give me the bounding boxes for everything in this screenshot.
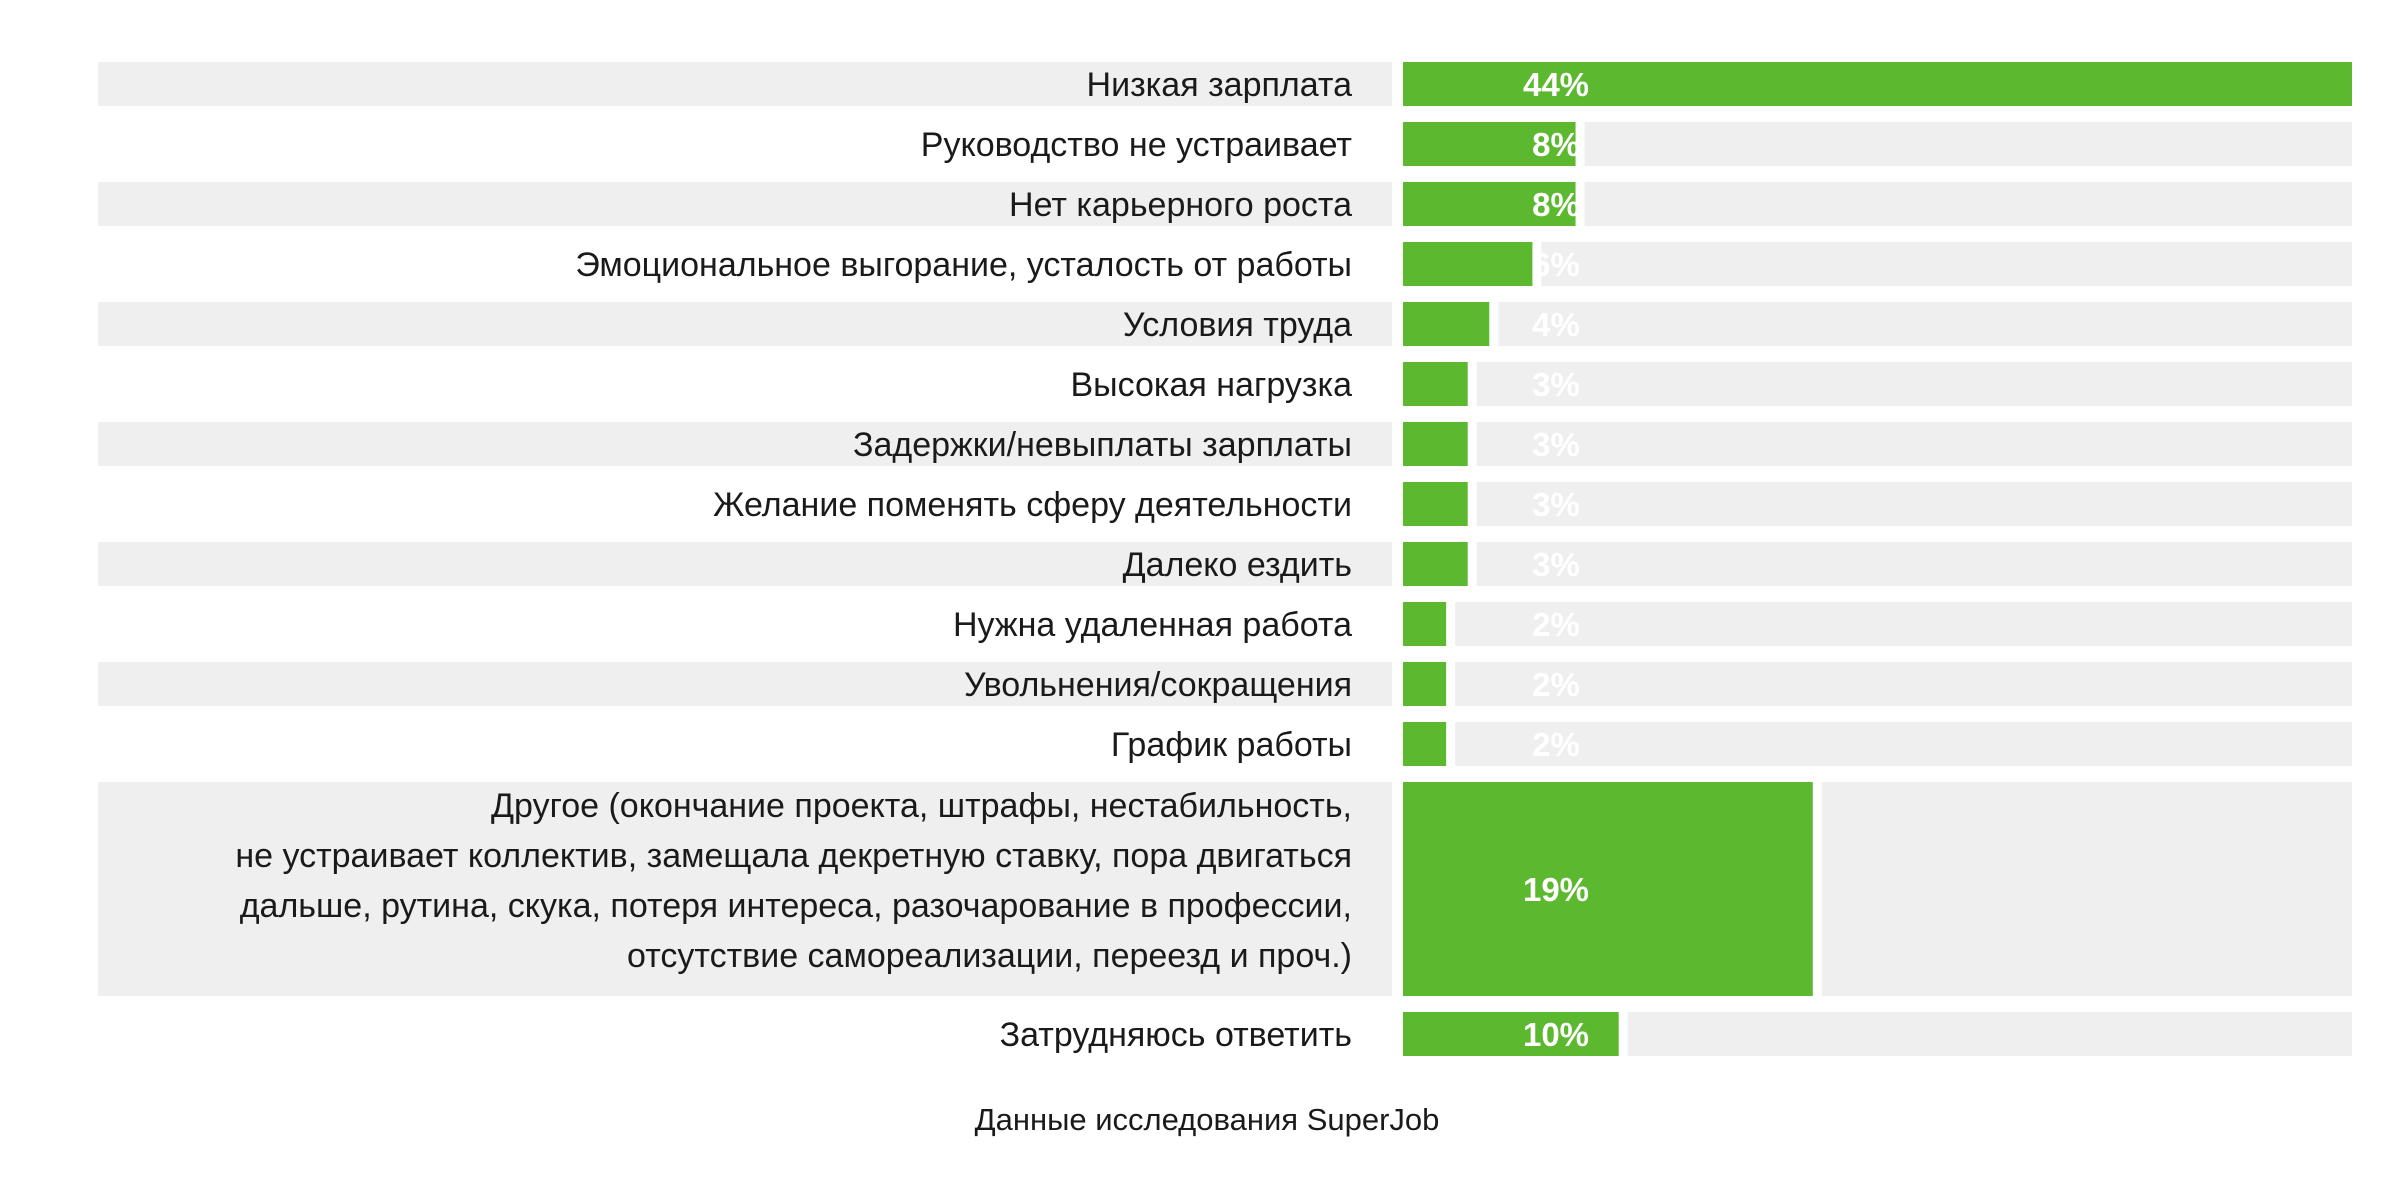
bar [1403, 62, 2352, 106]
category-label: Руководство не устраивает [921, 126, 1352, 164]
bar [1403, 482, 1468, 526]
bar [1403, 182, 1576, 226]
value-label: 44% [1523, 66, 1589, 103]
category-label: Затрудняюсь ответить [1000, 1016, 1352, 1054]
bar [1403, 602, 1447, 646]
category-label: Нет карьерного роста [1009, 186, 1352, 224]
row-shade [98, 782, 1392, 996]
value-label: 8% [1532, 186, 1580, 223]
value-label: 2% [1532, 726, 1580, 763]
category-label: Низкая зарплата [1087, 66, 1353, 104]
chart-rows: Низкая зарплата 44% Руководство не устраив… [98, 62, 2352, 1056]
bar-track [1584, 122, 2352, 166]
category-label: Условия труда [1123, 306, 1352, 344]
bar-track [1455, 602, 2352, 646]
category-label: Высокая нагрузка [1070, 366, 1352, 404]
bar-track [1541, 242, 2352, 286]
bar-track [1455, 722, 2352, 766]
category-label: Задержки/невыплаты зарплаты [853, 426, 1352, 464]
bar-track [1476, 542, 2352, 586]
bar-track [1584, 182, 2352, 226]
source-label: Данные исследования SuperJob [975, 1102, 1440, 1137]
value-label: 2% [1532, 606, 1580, 643]
row-shade [98, 62, 1392, 106]
value-label: 3% [1532, 486, 1580, 523]
value-label: 3% [1532, 426, 1580, 463]
value-label: 10% [1523, 1016, 1589, 1053]
category-label: Увольнения/сокращения [964, 666, 1352, 704]
value-label: 8% [1532, 126, 1580, 163]
bar [1403, 242, 1533, 286]
bar-track [1476, 362, 2352, 406]
bar [1403, 422, 1468, 466]
value-label: 6% [1532, 246, 1580, 283]
category-label: График работы [1111, 726, 1352, 764]
bar [1403, 302, 1490, 346]
row-shade [98, 542, 1392, 586]
bar-track [1476, 422, 2352, 466]
row-shade [98, 302, 1392, 346]
bar-track [1476, 482, 2352, 526]
value-label: 4% [1532, 306, 1580, 343]
bar [1403, 122, 1576, 166]
value-label: 2% [1532, 666, 1580, 703]
bar [1403, 722, 1447, 766]
value-label: 3% [1532, 366, 1580, 403]
bar-track [1627, 1012, 2352, 1056]
bar [1403, 362, 1468, 406]
bar-track [1821, 782, 2352, 996]
value-label: 19% [1523, 871, 1589, 908]
bar-track [1455, 662, 2352, 706]
bar-track [1498, 302, 2352, 346]
category-label: Эмоциональное выгорание, усталость от ра… [575, 246, 1352, 284]
category-label: Далеко ездить [1123, 546, 1352, 584]
value-label: 3% [1532, 546, 1580, 583]
row-shade [98, 662, 1392, 706]
row-shade [98, 422, 1392, 466]
row-shade [98, 182, 1392, 226]
category-label: Нужна удаленная работа [953, 606, 1352, 644]
bar [1403, 782, 1813, 996]
category-label: Желание поменять сферу деятельности [713, 486, 1352, 524]
bar [1403, 1012, 1619, 1056]
category-label: Другое (окончание проекта, штрафы, неста… [235, 787, 1352, 975]
bar [1403, 542, 1468, 586]
bar [1403, 662, 1447, 706]
